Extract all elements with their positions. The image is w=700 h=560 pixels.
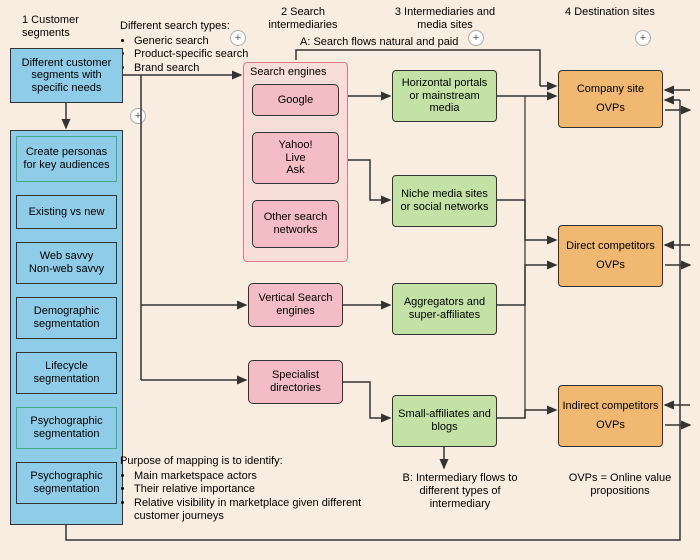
box-websavvy: Web savvy Non-web savvy xyxy=(16,242,117,284)
box-google: Google xyxy=(252,84,339,116)
purpose-note: Purpose of mapping is to identify: Main … xyxy=(120,455,370,523)
plus-icon: + xyxy=(635,30,651,46)
plus-icon: + xyxy=(468,30,484,46)
company-ovps: OVPs xyxy=(596,102,625,115)
box-lifecycle: Lifecycle segmentation xyxy=(16,352,117,394)
box-specialist: Specialist directories xyxy=(248,360,343,404)
box-psychographic: Psychographic segmentation xyxy=(16,407,117,449)
box-yahoo: Yahoo! Live Ask xyxy=(252,132,339,184)
box-company-site: Company site OVPs xyxy=(558,70,663,128)
direct-ovps: OVPs xyxy=(596,259,625,272)
box-demographic: Demographic segmentation xyxy=(16,297,117,339)
box-personas: Create personas for key audiences xyxy=(16,136,117,182)
indirect-ovps: OVPs xyxy=(596,419,625,432)
purpose-item: Their relative importance xyxy=(134,483,370,496)
search-types-title: Different search types: xyxy=(120,20,230,32)
header-col4: 4 Destination sites xyxy=(560,6,660,19)
search-type-item: Generic search xyxy=(134,35,270,48)
box-psychographic2: Psychographic segmentation xyxy=(16,462,117,504)
diagram-canvas: 1 Customer segments 2 Search intermediar… xyxy=(0,0,700,560)
indirect-label: Indirect competitors xyxy=(563,400,659,413)
box-existing: Existing vs new xyxy=(16,195,117,229)
box-horizontal-portals: Horizontal portals or mainstream media xyxy=(392,70,497,122)
box-aggregators: Aggregators and super-affiliates xyxy=(392,283,497,335)
ovps-legend: OVPs = Online value propositions xyxy=(565,472,675,498)
purpose-item: Relative visibility in marketplace given… xyxy=(134,497,370,523)
purpose-item: Main marketspace actors xyxy=(134,470,370,483)
box-niche-media: Niche media sites or social networks xyxy=(392,175,497,227)
flow-label-a: A: Search flows natural and paid xyxy=(300,36,458,49)
search-engines-label: Search engines xyxy=(250,66,326,79)
company-site-label: Company site xyxy=(577,83,644,96)
header-col3: 3 Intermediaries and media sites xyxy=(385,6,505,32)
box-small-affiliates: Small-affiliates and blogs xyxy=(392,395,497,447)
box-indirect-competitors: Indirect competitors OVPs xyxy=(558,385,663,447)
box-direct-competitors: Direct competitors OVPs xyxy=(558,225,663,287)
purpose-title: Purpose of mapping is to identify: xyxy=(120,455,283,467)
search-type-item: Product-specific search xyxy=(134,48,270,61)
direct-label: Direct competitors xyxy=(566,240,655,253)
box-customer-segments: Different customer segments with specifi… xyxy=(10,48,123,103)
header-col1: 1 Customer segments xyxy=(22,14,122,40)
box-other-search: Other search networks xyxy=(252,200,339,248)
box-vertical-search: Vertical Search engines xyxy=(248,283,343,327)
flow-label-b: B: Intermediary flows to different types… xyxy=(390,472,530,512)
plus-icon: + xyxy=(130,108,146,124)
